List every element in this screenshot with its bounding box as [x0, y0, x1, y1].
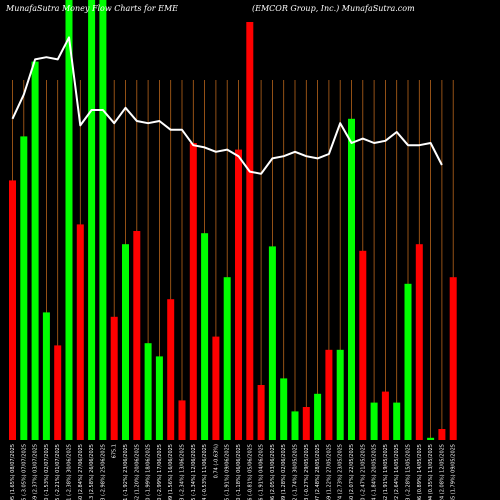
bar-down [189, 143, 197, 440]
bar-up [427, 437, 435, 440]
bar-down [110, 316, 118, 440]
x-tick-label: 730.50 (2.84%) 27/06/2025 [78, 444, 84, 500]
bar-down [246, 22, 254, 440]
x-tick-label: 614.69 (1.22%) 27/05/2025 [326, 444, 332, 500]
bar-down [167, 299, 175, 440]
x-tick-label: 628.53 (-2.34%) 13/06/2025 [180, 444, 186, 500]
bar-up [99, 0, 107, 440]
x-tick-label: 597.73 (-0.27%) 29/05/2025 [304, 444, 310, 500]
chart-title: MunafaSutra Money Flow Charts for EME [6, 4, 178, 13]
bar-down [235, 149, 242, 440]
bar-down [76, 224, 84, 440]
x-tick-label: 604.97 (2.48%) 28/05/2025 [315, 444, 321, 500]
bar-up [268, 246, 276, 440]
chart-subtitle: (EMCOR Group, Inc.) MunafaSutra.com [252, 4, 415, 13]
bar-down [9, 180, 16, 440]
bar-down [415, 244, 423, 440]
x-tick-label: 613.16 (-1.91%) 04/06/2025 [259, 444, 265, 500]
x-tick-label: 639.30 (-2.99%) 17/06/2025 [157, 444, 163, 500]
bar-up [144, 343, 152, 440]
x-tick-label: 651.95 (1.65%) 08/07/2025 [10, 444, 16, 500]
bar-down [449, 277, 457, 440]
x-tick-label: 637.52 (1.20%) 20/06/2025 [134, 444, 140, 500]
x-tick-label: 646.45 (-1.34%) 12/06/2025 [191, 444, 197, 500]
bar-up [348, 118, 355, 441]
bar-down [359, 250, 367, 440]
x-tick-label: 662.05 (-3.05%) 07/07/2025 [21, 444, 27, 500]
bar-down [438, 429, 446, 440]
x-tick-label: 675.1 [112, 444, 118, 458]
bar-up [88, 0, 96, 440]
bar-up [122, 244, 129, 440]
bars [9, 0, 457, 441]
x-tick-label: 613.03 (-2.28%) 15/05/2025 [406, 444, 412, 500]
bar-down [178, 400, 186, 440]
x-tick-label: 652.09 (1.56%) 16/06/2025 [168, 444, 174, 500]
x-tick-label: 627.74 (-1.84%) 20/05/2025 [372, 444, 378, 500]
x-tick-label: 674.13 (2.58%) 26/06/2025 [89, 444, 95, 500]
x-tick-label: 636.74 (-0.53%) 11/06/2025 [202, 444, 208, 500]
x-tick-label: 588.72 (-1.74%) 30/05/2025 [293, 444, 299, 500]
x-tick-label: 633.62 (1.91%) 19/05/2025 [383, 444, 389, 500]
x-tick-label: 692.10 (-1.53%) 02/07/2025 [44, 444, 50, 500]
x-tick-label: 625.06 (0.89%) 14/05/2025 [417, 444, 423, 500]
bar-up [42, 312, 50, 440]
bar-up [291, 411, 299, 440]
bar-up [370, 402, 378, 440]
bar-up [336, 349, 344, 440]
x-tick-label: 611.85 (-1.91%) 09/06/2025 [225, 444, 231, 500]
x-tick-label: 631.31 (-1.92%) 23/06/2025 [123, 444, 129, 500]
x-tick-label: 626.30 (-1.99%) 18/06/2025 [146, 444, 152, 500]
x-tick-label: 702.85 (-2.21%) 01/07/2025 [55, 444, 61, 500]
price-line [11, 36, 443, 175]
x-tick-label: 616.94 (0.35%) 13/05/2025 [428, 444, 434, 500]
x-tick-label: 624.30 (-1.18%) 06/06/2025 [236, 444, 242, 500]
bar-up [155, 356, 163, 440]
bar-down [257, 385, 265, 440]
x-tick-label: 586.24 (2.08%) 12/05/2025 [439, 444, 445, 500]
bar-up [223, 277, 231, 440]
bar-down [325, 349, 333, 440]
bar-up [20, 136, 28, 440]
x-tick-label: 630.22 (2.64%) 16/05/2025 [394, 444, 400, 500]
x-tick-label: 603.96 (-0.81%) 05/06/2025 [247, 444, 253, 500]
x-tick-label: 617.50 (2.07%) 22/05/2025 [349, 444, 355, 500]
x-tick-label: 629.60 (-2.47%) 21/05/2025 [360, 444, 366, 500]
bar-up [65, 0, 73, 440]
x-tick-label: 598.45 (1.79%) 09/05/2025 [451, 444, 457, 500]
bar-down [54, 345, 62, 440]
bar-up [280, 378, 288, 440]
bar-down [133, 231, 141, 440]
x-tick-labels: 651.95 (1.65%) 08/07/2025 662.05 (-3.05%)… [10, 444, 457, 500]
x-tick-label: 602.06 (2.05%) 03/06/2025 [270, 444, 276, 500]
bar-up [314, 393, 322, 440]
bar-up [393, 402, 401, 440]
x-tick-label: 605.74 (2.73%) 23/05/2025 [338, 444, 344, 500]
x-tick-label: 713.41 (-2.38%) 30/06/2025 [67, 444, 73, 500]
x-tick-label: 593.89 (1.28%) 02/06/2025 [281, 444, 287, 500]
bar-down [302, 407, 310, 440]
x-tick-label: 708.59 (2.37%) 03/07/2025 [33, 444, 39, 500]
bar-down [381, 391, 389, 440]
bar-up [404, 283, 412, 440]
bar-up [201, 233, 209, 440]
x-tick-label: 656.83 (-2.98%) 25/06/2025 [100, 444, 106, 500]
bar-down [212, 336, 220, 440]
bar-up [31, 61, 39, 440]
x-tick-label: 0.74 (-0.63%) [213, 444, 219, 478]
